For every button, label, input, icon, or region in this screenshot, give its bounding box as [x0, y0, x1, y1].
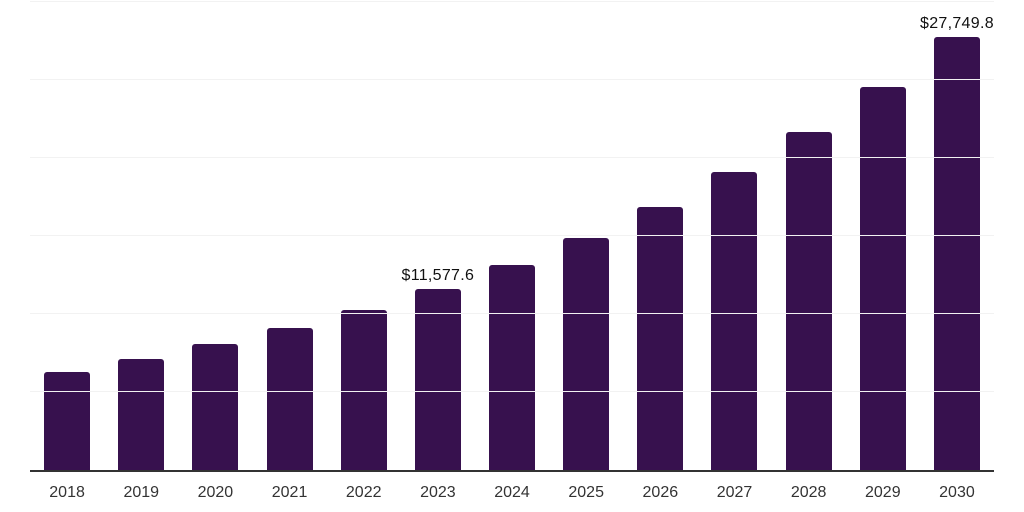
- gridline-25000: [30, 79, 994, 80]
- x-tick-label: 2018: [49, 484, 85, 501]
- bar-group-2024: 2024: [475, 2, 549, 501]
- bar-2024: [489, 264, 536, 470]
- data-label: $11,577.6: [401, 267, 475, 285]
- bar-2027: [711, 172, 758, 470]
- x-tick-label: 2030: [939, 484, 975, 501]
- bar-2030: [933, 37, 980, 470]
- gridline-5000: [30, 391, 994, 393]
- x-tick-label: 2023: [420, 484, 456, 501]
- x-tick-label: 2026: [642, 484, 679, 501]
- x-tick-label: 2019: [123, 484, 160, 501]
- bar-group-2027: 2027: [697, 2, 771, 501]
- bar-2021: [266, 328, 313, 470]
- x-tick-label: 2027: [716, 484, 753, 501]
- bar-2019: [118, 359, 165, 470]
- plot-area: 2018 2019 2020 2021 2022 2023 $11,577.6 2024 202…: [30, 1, 994, 501]
- gridline-15000: [30, 235, 994, 236]
- x-tick-label: 2021: [271, 484, 308, 501]
- bar-2022: [340, 310, 387, 470]
- bar-series: 2018 2019 2020 2021 2022 2023 $11,577.6 2024 202…: [30, 2, 994, 501]
- bar-group-2020: 2020: [178, 2, 252, 501]
- bar-group-2021: 2021: [252, 2, 326, 501]
- bar-2023: [414, 289, 461, 470]
- bar-group-2030: 2030 $27,749.8: [920, 2, 994, 501]
- bar-group-2025: 2025: [549, 2, 623, 501]
- x-tick-label: 2022: [345, 484, 382, 501]
- x-tick-label: 2029: [865, 484, 901, 501]
- bar-group-2023: 2023 $11,577.6: [401, 2, 475, 501]
- bar-2026: [637, 207, 684, 470]
- data-label: $27,749.8: [920, 15, 994, 33]
- bar-group-2029: 2029: [846, 2, 920, 501]
- bar-group-2022: 2022: [327, 2, 401, 501]
- bar-group-2028: 2028: [772, 2, 846, 501]
- bar-2025: [563, 237, 610, 470]
- bar-2018: [44, 371, 91, 470]
- x-tick-label: 2020: [197, 484, 234, 501]
- bar-group-2019: 2019: [104, 2, 178, 501]
- bar-2020: [192, 343, 239, 470]
- x-tick-label: 2024: [494, 484, 530, 501]
- gridline-10000: [30, 313, 994, 315]
- x-tick-label: 2028: [790, 484, 827, 501]
- bar-2028: [785, 132, 832, 470]
- gridline-30000: [30, 1, 994, 2]
- bar-group-2018: 2018: [30, 2, 104, 501]
- x-tick-label: 2025: [568, 484, 604, 501]
- bar-group-2026: 2026: [623, 2, 697, 501]
- gridline-20000: [30, 157, 994, 159]
- bar-2029: [859, 87, 906, 470]
